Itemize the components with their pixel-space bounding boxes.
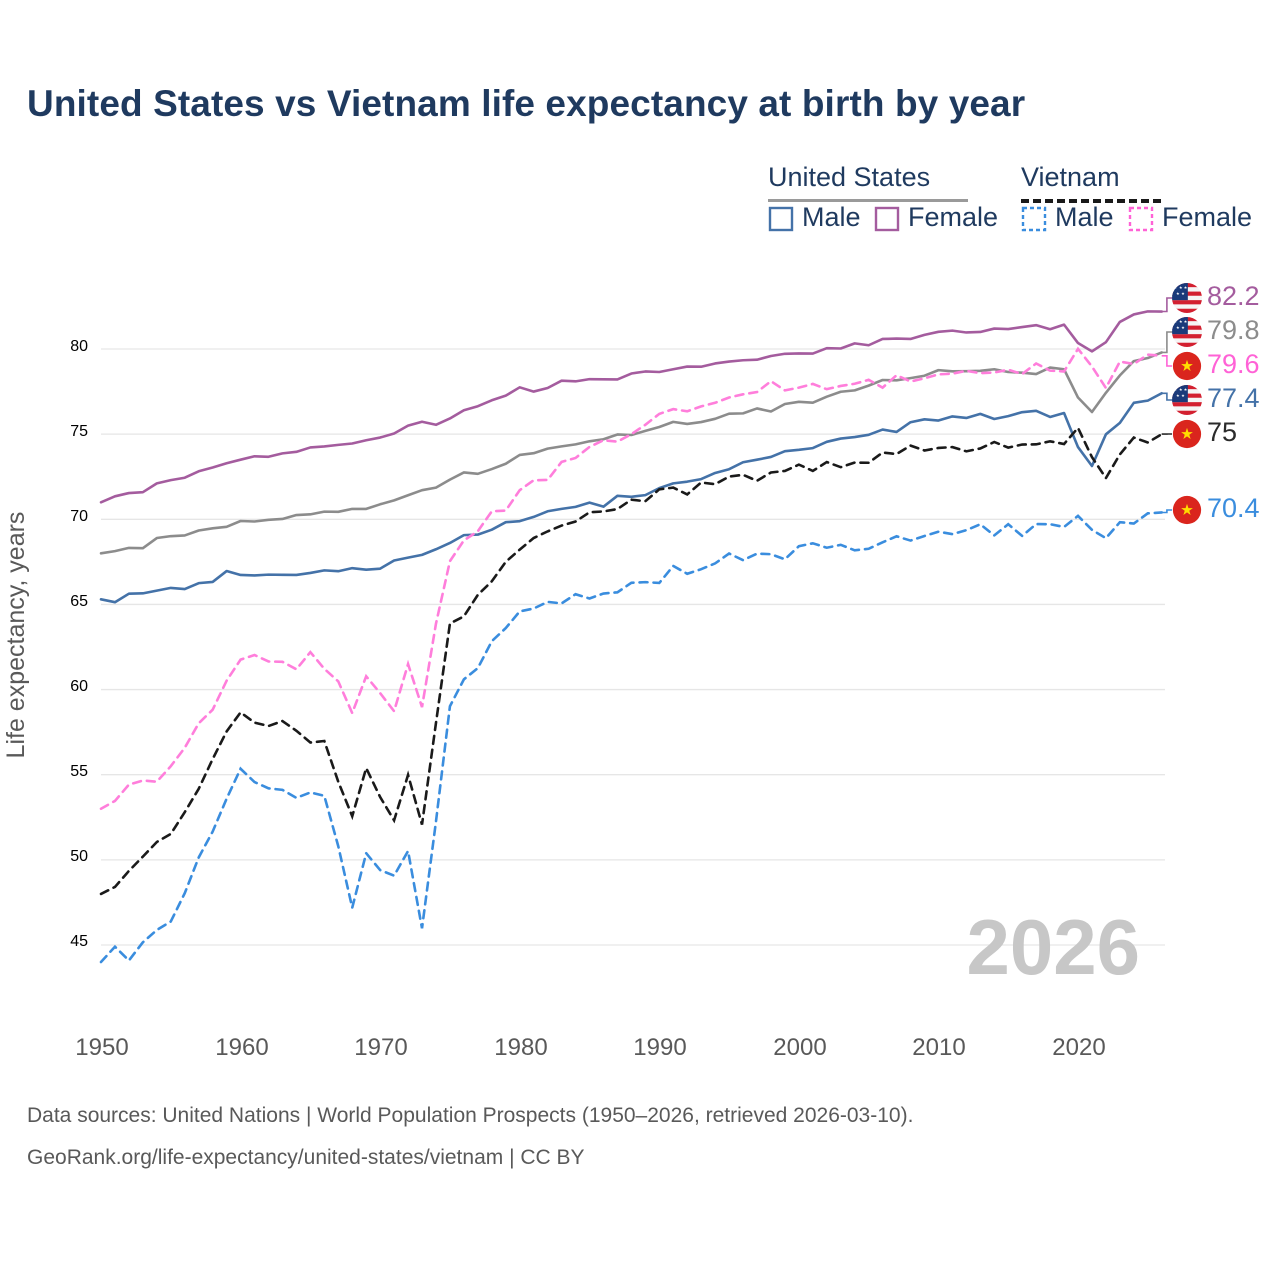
svg-text:79.6: 79.6 [1207,349,1260,379]
svg-text:70.4: 70.4 [1207,493,1260,523]
svg-text:79.8: 79.8 [1207,315,1260,345]
svg-text:75: 75 [1207,417,1237,447]
svg-text:82.2: 82.2 [1207,281,1260,311]
svg-text:77.4: 77.4 [1207,383,1260,413]
